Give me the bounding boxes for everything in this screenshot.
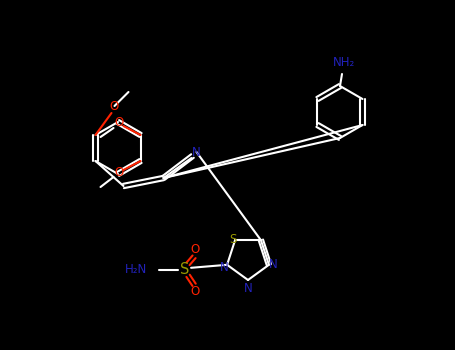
Text: N: N bbox=[220, 261, 228, 274]
Text: O: O bbox=[114, 117, 123, 130]
Text: S: S bbox=[229, 233, 237, 246]
Text: H₂N: H₂N bbox=[125, 263, 147, 276]
Text: NH₂: NH₂ bbox=[333, 56, 355, 70]
Text: N: N bbox=[192, 146, 201, 159]
Text: O: O bbox=[191, 243, 200, 256]
Text: N: N bbox=[243, 281, 253, 294]
Text: O: O bbox=[114, 167, 123, 180]
Text: O: O bbox=[110, 99, 119, 112]
Text: O: O bbox=[191, 285, 200, 298]
Text: S: S bbox=[180, 262, 190, 277]
Text: N: N bbox=[268, 258, 277, 271]
